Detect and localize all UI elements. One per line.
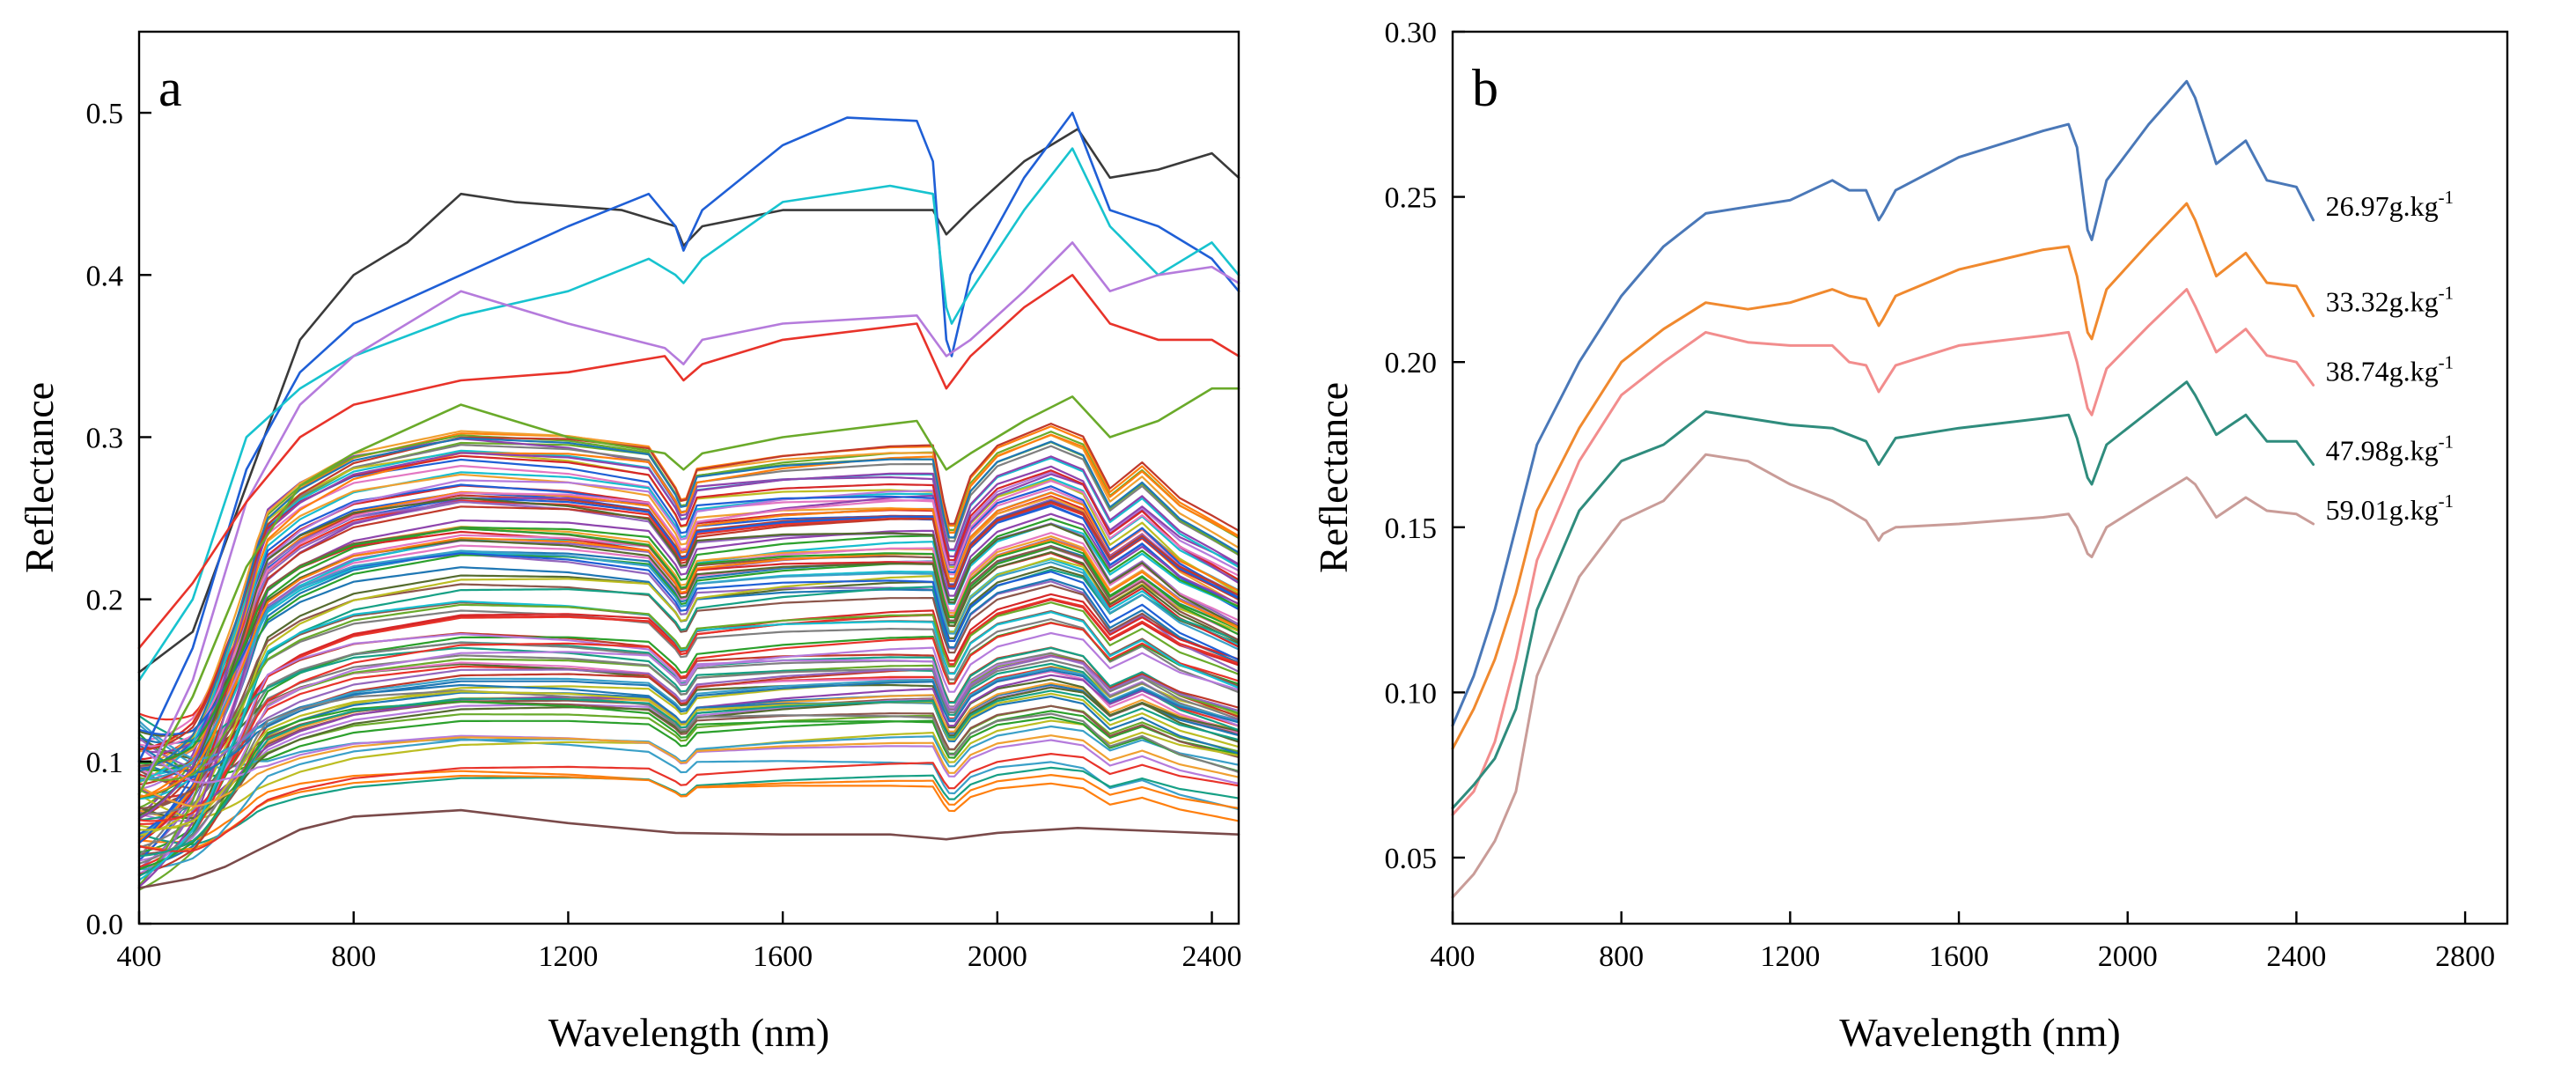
panel-a: 400 800 1200 1600 2000 2400 0.0 0.1 0.2 0.3 0.4 0.5… [17,30,1242,1055]
panel-a-spectrum-line [137,452,1240,820]
panel-a-spectrum-line [137,725,1240,871]
panel-b-series [1451,79,2315,899]
panel-b-axes: 400 800 1200 1600 2000 2400 2800 0.05 0.10 0.15 0.… [1385,17,2496,973]
panel-b-y-tick-label: 0.25 [1385,182,1438,215]
panel-a-spectrum-line [137,753,1240,852]
panel-a-spectrum-line [137,774,1240,851]
panel-a-spectrum-line [137,480,1240,748]
panel-b-x-tick-label: 800 [1599,940,1644,973]
panel-a-x-tick-label: 800 [331,940,376,973]
panel-b-x-axis-title: Wavelength (nm) [1839,1010,2120,1055]
panel-b-letter: b [1472,59,1498,117]
panel-a-spectrum-line [137,568,1240,877]
panel-a-y-tick-label: 0.0 [86,909,124,941]
panel-a-y-tick-label: 0.4 [86,260,124,292]
panel-a-spectrum-line [137,601,1240,782]
panel-b-y-tick-label: 0.20 [1385,347,1438,380]
panel-a-spectrum-line [137,433,1240,799]
panel-b-x-tick-label: 2800 [2435,940,2495,973]
panel-a-spectrum-line [137,689,1240,865]
panel-b-x-tick-label: 1600 [1929,940,1989,973]
panel-a-spectrum-line [137,147,1240,682]
panel-a-spectrum-line [137,710,1240,778]
panel-a-axes: 400 800 1200 1600 2000 2400 0.0 0.1 0.2 0.3 0.4 0.5 [86,98,1242,973]
panel-a-spectrum-line [137,700,1240,871]
panel-a-spectrum-line [137,473,1240,768]
panel-a-spectrum-line [137,631,1240,862]
panel-a-spectrum-line [137,654,1240,815]
panel-a-y-axis-title: Reflectance [17,382,62,573]
panel-b-plot-frame [1451,30,2509,925]
panel-a-plot-frame [137,30,1240,925]
panel-a-spectrum-line [137,527,1240,764]
panel-a-spectrum-line [137,622,1240,822]
panel-a-spectrum-line [137,723,1240,811]
panel-a-spectrum-line [137,549,1240,781]
panel-a-y-tick-label: 0.1 [86,747,124,779]
panel-a-spectrum-line [137,734,1240,807]
panel-b-series-label: 33.32g.kg-1 [2326,283,2455,318]
panel-a-spectrum-line [137,500,1240,785]
panel-b-series-label: 38.74g.kg-1 [2326,351,2455,387]
panel-a-y-tick-label: 0.2 [86,585,124,617]
panel-a-spectrum-line [137,597,1240,868]
panel-b-y-tick-label: 0.30 [1385,17,1438,49]
panel-a-x-tick-label: 1200 [538,940,598,973]
panel-b-series-line [1451,453,2315,899]
panel-a-spectrum-line [137,546,1240,771]
panel-b-x-tick-label: 1200 [1760,940,1820,973]
panel-b-series-label: 26.97g.kg-1 [2326,187,2455,222]
panel-a-spectrum-line [137,609,1240,767]
panel-b-x-tick-label: 400 [1431,940,1476,973]
panel-a-spectrum-line [137,583,1240,813]
panel-a-spectrum-line [137,387,1240,795]
panel-a-spectrum-line [137,655,1240,769]
panel-a-spectrum-line [137,553,1240,768]
panel-a-spectrum-line [137,667,1240,760]
panel-b-y-axis-title: Reflectance [1311,382,1356,573]
panel-a-spectrum-line [137,497,1240,817]
panel-a-letter: a [158,59,182,117]
panel-b-series-label: 59.01g.kg-1 [2326,490,2455,526]
panel-a-x-tick-label: 2400 [1182,940,1242,973]
panel-a-spectrum-line [137,471,1240,791]
panel-a-spectrum-line [137,690,1240,831]
panel-a-spectrum-line [137,423,1240,750]
panel-a-x-tick-label: 2000 [968,940,1027,973]
panel-a-spectrum-line [137,128,1240,674]
panel-b-x-tick-label: 2000 [2098,940,2158,973]
panel-b-x-tick-label: 2400 [2266,940,2326,973]
panel-b-series-line [1451,380,2315,810]
panel-b-series-labels: 26.97g.kg-1 33.32g.kg-1 38.74g.kg-1 47.98g.… [2326,187,2455,526]
panel-a-spectrum-line [137,241,1240,795]
panel-a-y-tick-label: 0.5 [86,98,124,130]
panel-a-x-tick-label: 400 [117,940,162,973]
panel-b-series-line [1451,79,2315,727]
panel-a-spectrum-line [137,111,1240,763]
panel-b: 400 800 1200 1600 2000 2400 2800 0.05 0.10 0.15 0.… [1311,17,2509,1055]
panel-a-x-axis-title: Wavelength (nm) [548,1010,829,1055]
panel-a-series [137,111,1240,891]
panel-a-spectrum-line [137,556,1240,836]
panel-a-spectrum-line [137,437,1240,772]
panel-a-spectrum-line [137,689,1240,858]
panel-b-y-tick-label: 0.05 [1385,843,1438,875]
panel-a-spectrum-line [137,537,1240,799]
panel-b-series-line [1451,288,2315,816]
panel-a-y-tick-label: 0.3 [86,422,124,454]
panel-b-y-tick-label: 0.15 [1385,512,1438,545]
panel-a-spectrum-line [137,490,1240,841]
panel-b-series-label: 47.98g.kg-1 [2326,431,2455,466]
panel-a-spectrum-line [137,808,1240,889]
panel-a-spectrum-line [137,518,1240,799]
panel-a-spectrum-line [137,683,1240,869]
panel-b-series-line [1451,202,2315,750]
panel-a-spectrum-line [137,646,1240,744]
panel-a-x-tick-label: 1600 [753,940,813,973]
panel-b-y-tick-label: 0.10 [1385,677,1438,710]
panel-a-spectrum-line [137,274,1240,650]
